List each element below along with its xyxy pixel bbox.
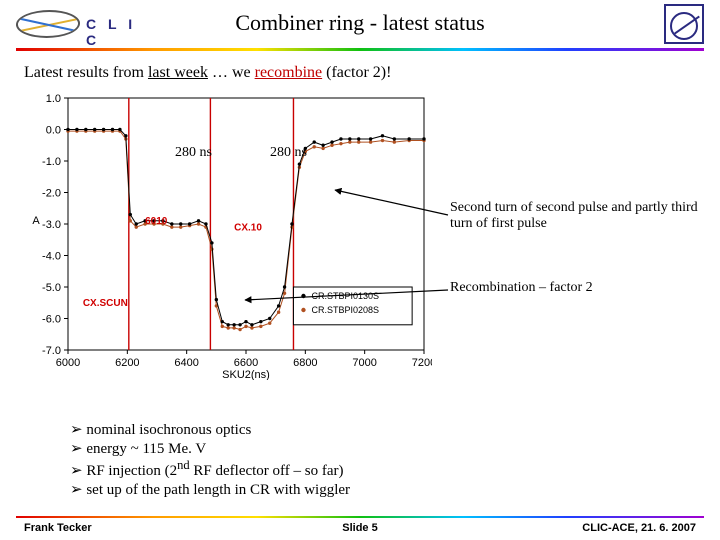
svg-text:-4.0: -4.0 xyxy=(42,251,61,263)
logo-oval xyxy=(15,10,82,38)
svg-text:6010: 6010 xyxy=(145,216,168,227)
svg-text:-7.0: -7.0 xyxy=(42,345,61,357)
footer-slide-num: Slide 5 xyxy=(342,522,377,534)
intro-mid: … we xyxy=(208,64,255,81)
svg-text:6200: 6200 xyxy=(115,357,139,369)
svg-text:7000: 7000 xyxy=(352,357,376,369)
slide-title: Combiner ring - latest status xyxy=(235,10,484,36)
bullet-list: nominal isochronous optics energy ~ 115 … xyxy=(70,420,350,499)
chart-label-280ns-right: 280 ns xyxy=(270,145,307,161)
bullet-4: set up of the path length in CR with wig… xyxy=(70,480,350,499)
svg-text:SKU2(ns): SKU2(ns) xyxy=(222,369,270,380)
svg-text:A: A xyxy=(32,215,40,227)
svg-text:6000: 6000 xyxy=(56,357,80,369)
svg-text:CR.STBPI0208S: CR.STBPI0208S xyxy=(311,305,379,315)
svg-text:-3.0: -3.0 xyxy=(42,219,61,231)
svg-text:-1.0: -1.0 xyxy=(42,156,61,168)
svg-text:6800: 6800 xyxy=(293,357,317,369)
bullet-3: RF injection (2nd RF deflector off – so … xyxy=(70,458,350,480)
svg-text:6400: 6400 xyxy=(174,357,198,369)
footer-author: Frank Tecker xyxy=(24,522,92,534)
recombination-chart: 1.0 0.0 -1.0 -2.0 -3.0 -4.0 -5.0 -6.0 -7.06000 62… xyxy=(24,90,432,380)
svg-text:-5.0: -5.0 xyxy=(42,282,61,294)
svg-text:CX.SCUN: CX.SCUN xyxy=(83,298,128,309)
svg-text:-6.0: -6.0 xyxy=(42,314,61,326)
cern-like-logo xyxy=(664,4,704,44)
intro-lastweek: last week xyxy=(148,64,208,81)
intro-recombine: recombine xyxy=(255,64,323,81)
annotation-recombination: Recombination – factor 2 xyxy=(450,280,700,296)
header-rainbow-rule xyxy=(16,48,704,51)
annotation-second-turn: Second turn of second pulse and partly t… xyxy=(450,200,700,232)
slide-footer: Frank Tecker Slide 5 CLIC-ACE, 21. 6. 20… xyxy=(0,516,720,540)
svg-text:1.0: 1.0 xyxy=(46,93,61,105)
slide-header: C L I C Combiner ring - latest status xyxy=(0,0,720,52)
footer-rainbow-rule xyxy=(16,516,704,518)
intro-prefix: Latest results from xyxy=(24,64,148,81)
clic-logo: C L I C xyxy=(16,6,156,42)
svg-text:0.0: 0.0 xyxy=(46,125,61,137)
logo-text: C L I C xyxy=(86,16,156,48)
footer-date: CLIC-ACE, 21. 6. 2007 xyxy=(582,522,696,534)
svg-text:7200: 7200 xyxy=(412,357,432,369)
svg-text:6600: 6600 xyxy=(234,357,258,369)
intro-line: Latest results from last week … we recom… xyxy=(24,64,391,82)
svg-text:CR.STBPI0130S: CR.STBPI0130S xyxy=(311,291,379,301)
intro-suffix: (factor 2)! xyxy=(322,64,391,81)
svg-text:-2.0: -2.0 xyxy=(42,188,61,200)
bullet-2: energy ~ 115 Me. V xyxy=(70,439,350,458)
bullet-1: nominal isochronous optics xyxy=(70,420,350,439)
chart-label-280ns-left: 280 ns xyxy=(175,145,212,161)
svg-text:CX.10: CX.10 xyxy=(234,222,262,233)
